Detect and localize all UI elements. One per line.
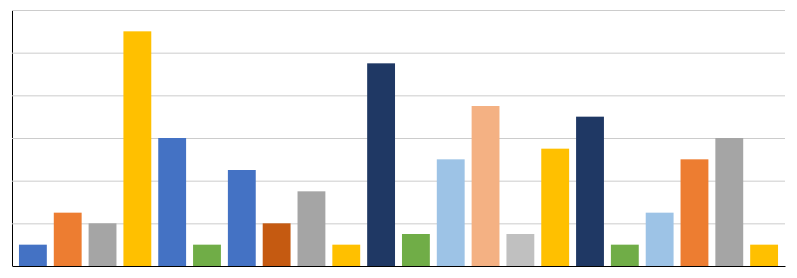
bar [646,213,674,266]
y-tick [12,266,785,267]
bar [193,245,221,266]
grid-line [12,266,785,267]
bar [681,159,709,266]
bar [298,191,326,266]
bar [54,213,82,266]
y-axis-line [13,11,786,267]
y-tick [12,10,785,11]
bar [367,63,395,266]
bar [123,31,151,266]
bar [750,245,778,266]
bar [332,245,360,266]
grid-line [12,10,785,11]
bar [576,117,604,266]
bar [19,245,47,266]
bar [472,106,500,266]
chart-svg [0,0,797,278]
bar [715,138,743,266]
bar [541,149,569,266]
chart-container [0,0,797,278]
bar [611,245,639,266]
bar [228,170,256,266]
bar [402,234,430,266]
bars [19,31,778,266]
y-axis [12,11,785,267]
bar [263,223,291,266]
bar [506,234,534,266]
bar [89,223,117,266]
bar [158,138,186,266]
x-axis-line [13,266,786,267]
bar [437,159,465,266]
plot-area [12,11,786,267]
